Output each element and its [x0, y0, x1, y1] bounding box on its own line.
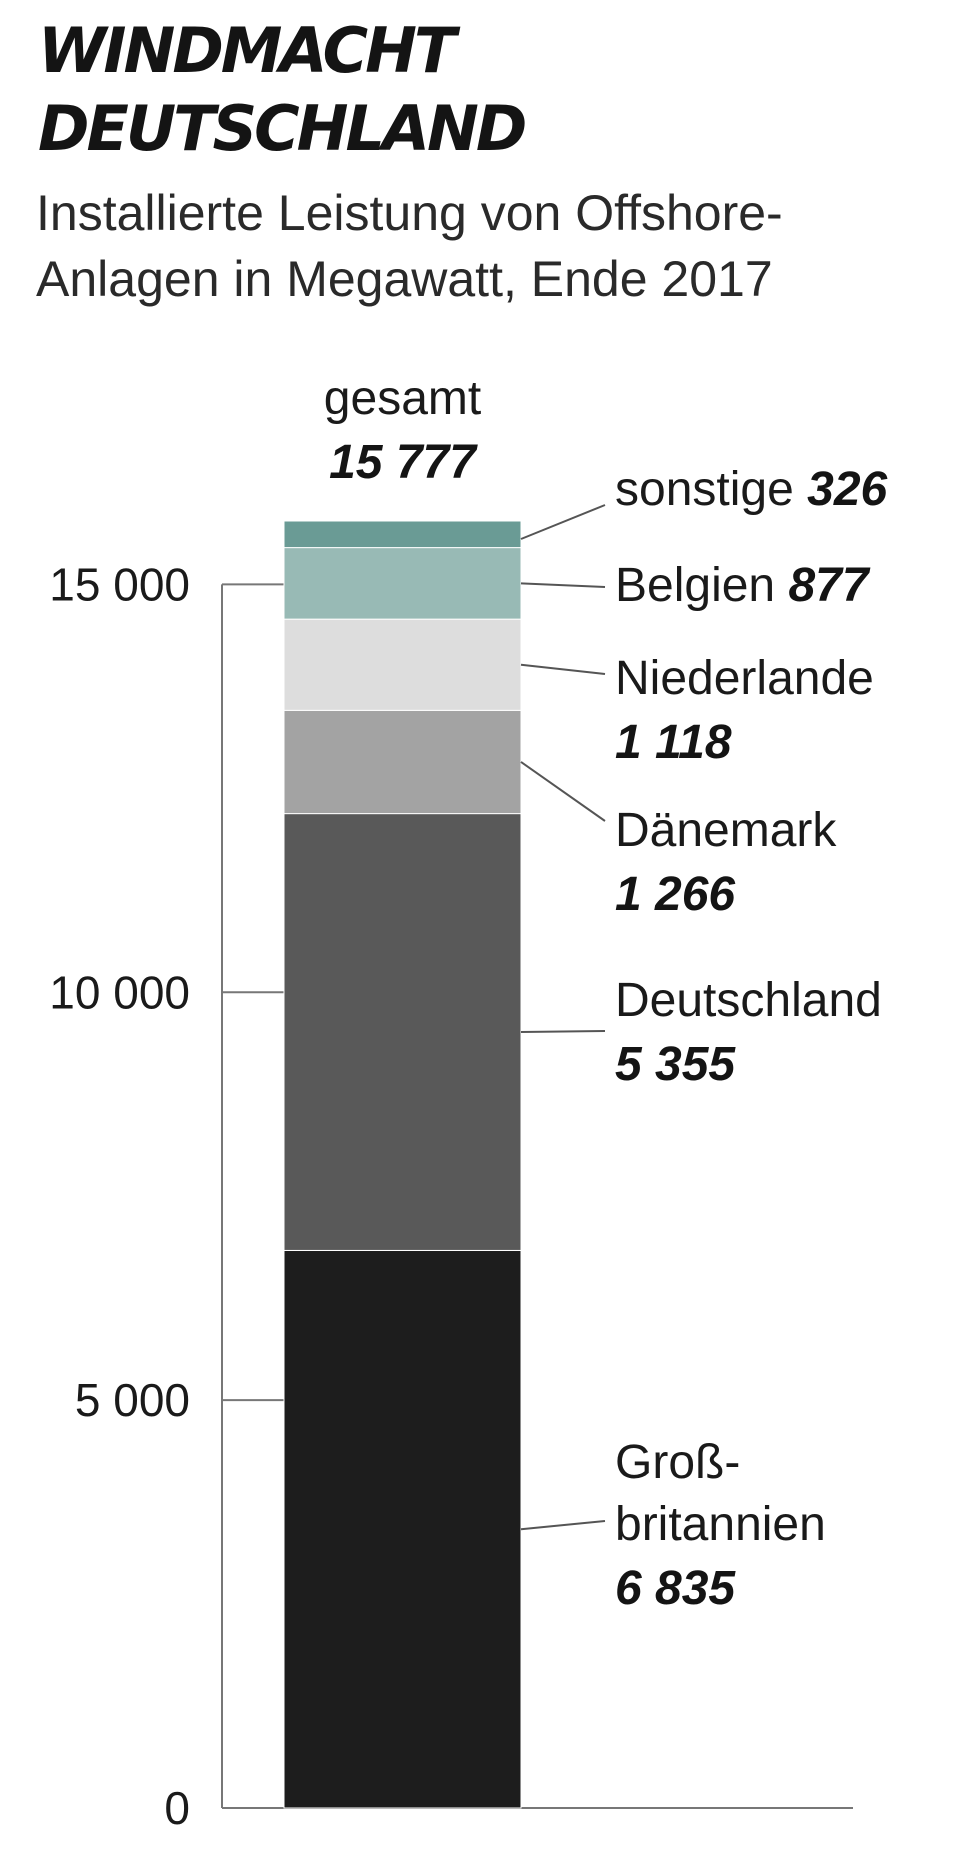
chart-title: WINDMACHT DEUTSCHLAND — [38, 12, 527, 168]
title-line-1: WINDMACHT — [38, 14, 456, 87]
leader-line-sonstige — [520, 504, 606, 540]
segment-value-niederlande: 1 118 — [615, 716, 732, 769]
subtitle-line-1: Installierte Leistung von Offshore- — [36, 185, 783, 241]
segment-value-dänemark: 1 266 — [615, 868, 735, 921]
segment-label-sonstige: sonstige 326 — [615, 463, 888, 516]
y-tick-label-5000: 5 000 — [75, 1374, 190, 1426]
segment-value-sonstige: 326 — [807, 463, 887, 516]
segment-label-deutschland-1: Deutschland — [615, 974, 882, 1027]
bar-segment-sonstige — [283, 520, 522, 549]
bar-segment-deutschland — [283, 813, 522, 1251]
segment-label-dänemark-1: Dänemark — [615, 804, 837, 857]
segment-value-belgien: 877 — [788, 559, 870, 612]
y-tick-label-15000: 15 000 — [49, 558, 190, 610]
segment-value-großbritannien: 6 835 — [615, 1562, 736, 1615]
leader-line-deutschland — [520, 1030, 606, 1034]
subtitle-line-2: Anlagen in Megawatt, Ende 2017 — [36, 251, 773, 307]
bar-segment-großbritannien — [283, 1249, 522, 1809]
bar-segment-dänemark — [283, 709, 522, 815]
segment-label-niederlande-1: Niederlande — [615, 652, 874, 705]
y-tick-label-0: 0 — [164, 1782, 190, 1834]
title-line-2: DEUTSCHLAND — [38, 92, 527, 165]
leader-line-niederlande — [520, 663, 606, 675]
segment-label-großbritannien-2: britannien — [615, 1498, 826, 1551]
chart-subtitle: Installierte Leistung von Offshore- Anla… — [36, 180, 916, 312]
bar-segment-niederlande — [283, 618, 522, 711]
leader-line-großbritannien — [520, 1520, 606, 1531]
total-value: 15 777 — [329, 436, 478, 489]
segment-label-großbritannien-1: Groß- — [615, 1436, 740, 1489]
leader-line-dänemark — [520, 761, 606, 822]
total-label: gesamt — [324, 372, 481, 425]
segment-value-deutschland: 5 355 — [615, 1038, 736, 1091]
bar-segment-belgien — [283, 547, 522, 620]
y-tick-label-10000: 10 000 — [49, 966, 190, 1018]
segment-label-belgien: Belgien 877 — [615, 559, 871, 612]
leader-line-belgien — [520, 582, 606, 588]
